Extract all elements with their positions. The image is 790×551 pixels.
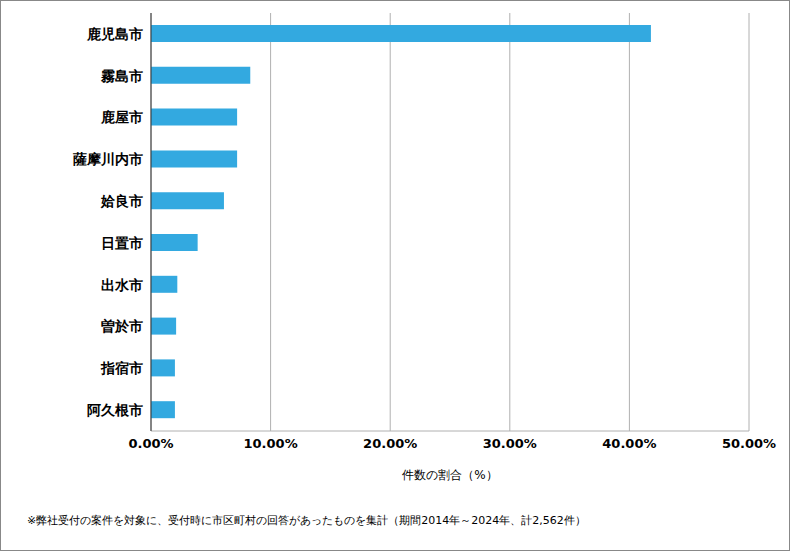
svg-text:阿久根市: 阿久根市 xyxy=(87,402,143,418)
svg-text:20.00%: 20.00% xyxy=(363,436,417,451)
svg-text:曽於市: 曽於市 xyxy=(101,318,143,334)
svg-text:件数の割合（%）: 件数の割合（%） xyxy=(402,468,497,482)
svg-text:出水市: 出水市 xyxy=(101,277,143,293)
svg-text:姶良市: 姶良市 xyxy=(100,193,143,209)
svg-text:40.00%: 40.00% xyxy=(602,436,656,451)
svg-text:指宿市: 指宿市 xyxy=(100,360,143,376)
svg-text:30.00%: 30.00% xyxy=(483,436,537,451)
svg-text:50.00%: 50.00% xyxy=(722,436,776,451)
svg-text:鹿屋市: 鹿屋市 xyxy=(100,109,143,125)
html-text:※弊社受付の案件を対象に、受付時に市区町村の回答があったもの: ※弊社受付の案件を対象に、受付時に市区町村の回答があったものを集計（期間2014… xyxy=(27,514,586,527)
svg-text:霧島市: 霧島市 xyxy=(100,68,143,84)
svg-text:10.00%: 10.00% xyxy=(244,436,298,451)
svg-text:日置市: 日置市 xyxy=(101,235,143,251)
svg-text:薩摩川内市: 薩摩川内市 xyxy=(72,151,143,167)
svg-text:0.00%: 0.00% xyxy=(128,436,173,451)
svg-text:鹿児島市: 鹿児島市 xyxy=(86,26,143,42)
